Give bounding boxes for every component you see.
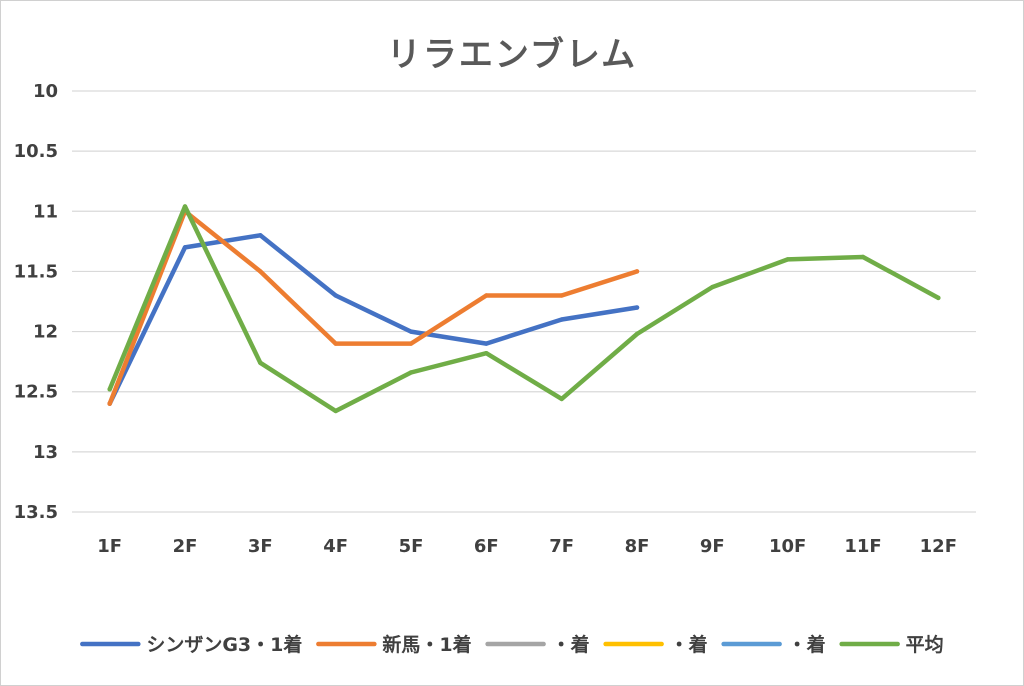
data-point — [484, 351, 489, 356]
x-tick-label: 11F — [844, 536, 881, 557]
legend-label: 新馬・1着 — [382, 633, 471, 656]
data-point — [258, 360, 263, 366]
x-tick-label: 8F — [625, 536, 650, 557]
legend-item: シンザンG3・1着 — [80, 633, 302, 656]
x-tick-label: 6F — [474, 536, 499, 557]
data-point — [333, 293, 338, 298]
series-lines — [107, 204, 941, 414]
legend-label: 平均 — [906, 633, 944, 656]
data-point — [484, 293, 489, 298]
data-point — [333, 408, 338, 414]
data-point — [408, 370, 414, 375]
legend-label: ・着 — [788, 633, 826, 656]
x-axis-ticks: 1F 2F 3F 4F 5F 6F 7F 8F 9F 10F 11F 12F — [97, 536, 957, 557]
data-point — [634, 331, 640, 337]
data-point — [559, 396, 564, 402]
data-point — [182, 204, 188, 209]
legend-item: 新馬・1着 — [316, 633, 472, 656]
data-point — [936, 295, 941, 301]
series-line-5 — [107, 204, 941, 414]
y-tick-label: 12.5 — [14, 382, 58, 403]
data-point — [408, 341, 414, 346]
y-tick-label: 13.5 — [14, 502, 58, 523]
x-tick-label: 4F — [323, 536, 348, 557]
x-tick-label: 2F — [173, 536, 198, 557]
data-point — [559, 317, 564, 322]
legend: シンザンG3・1着 新馬・1着 ・着 ・着 ・着 平均 — [80, 633, 944, 656]
data-point — [710, 284, 715, 290]
y-tick-label: 13 — [33, 442, 58, 463]
legend-label: シンザンG3・1着 — [146, 633, 302, 656]
legend-label: ・着 — [552, 633, 590, 656]
data-point — [785, 257, 790, 262]
series-line-0 — [107, 233, 640, 406]
y-tick-label: 11.5 — [14, 261, 58, 282]
legend-item: 平均 — [839, 633, 944, 656]
data-point — [258, 269, 263, 274]
data-point — [634, 269, 640, 274]
legend-label: ・着 — [670, 633, 708, 656]
y-tick-label: 12 — [33, 322, 58, 343]
y-tick-label: 10.5 — [14, 141, 58, 162]
data-point — [107, 387, 112, 392]
legend-item: ・着 — [485, 633, 590, 656]
x-tick-label: 1F — [97, 536, 122, 557]
x-tick-label: 5F — [399, 536, 424, 557]
data-point — [860, 254, 866, 260]
x-tick-label: 7F — [549, 536, 574, 557]
chart-title: リラエンブレム — [387, 35, 637, 75]
data-point — [182, 245, 188, 250]
y-tick-label: 10 — [33, 81, 58, 102]
legend-item: ・着 — [603, 633, 708, 656]
y-axis-ticks: 10 10.5 11 11.5 12 12.5 13 13.5 — [14, 81, 58, 523]
data-point — [484, 341, 489, 346]
x-tick-label: 3F — [248, 536, 273, 557]
data-point — [107, 401, 112, 406]
x-tick-label: 10F — [769, 536, 806, 557]
x-tick-label: 9F — [700, 536, 725, 557]
gridlines — [72, 90, 976, 513]
data-point — [408, 329, 414, 334]
legend-item: ・着 — [721, 633, 826, 656]
series-line-1 — [107, 209, 640, 406]
x-tick-label: 12F — [920, 536, 957, 557]
data-point — [258, 233, 263, 238]
y-tick-label: 11 — [33, 201, 58, 222]
data-point — [559, 293, 564, 298]
data-point — [634, 305, 640, 310]
data-point — [333, 341, 338, 346]
